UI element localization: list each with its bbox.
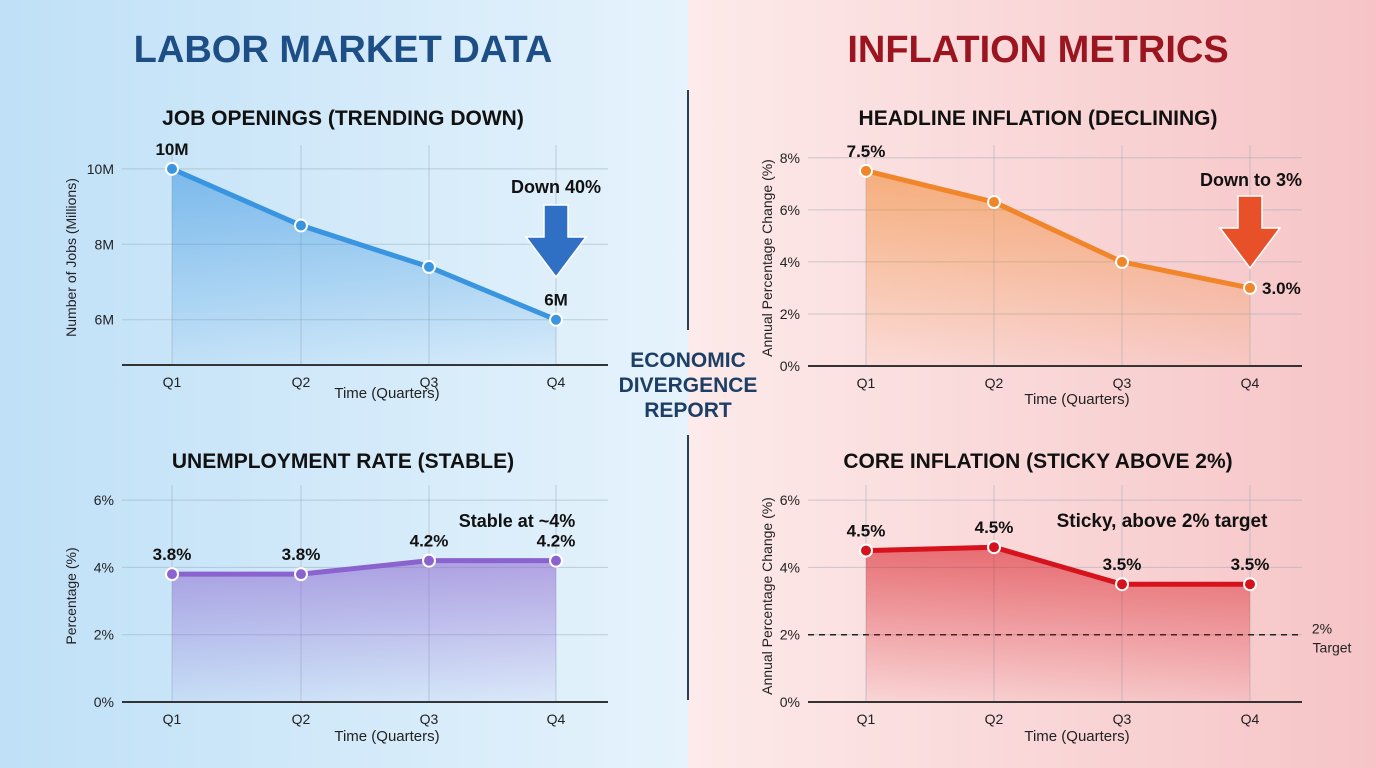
x-axis-label: Time (Quarters) [1024, 728, 1129, 745]
y-axis-label: Percentage (%) [63, 547, 79, 644]
chart-4: CORE INFLATION (STICKY ABOVE 2%) 0% 2% 4% 6%… [759, 450, 1352, 745]
x-tick-label: Q4 [547, 374, 566, 390]
chart-3: HEADLINE INFLATION (DECLINING) 0% 2% 4% 6% 8%… [759, 107, 1302, 408]
data-point [1243, 280, 1257, 295]
series-area [172, 560, 556, 702]
x-tick-label: Q1 [163, 374, 182, 390]
left-heading: LABOR MARKET DATA [134, 29, 553, 71]
x-tick-label: Q1 [857, 375, 876, 391]
x-tick-label: Q2 [985, 711, 1004, 727]
data-label: 10M [155, 140, 188, 159]
series-line [865, 168, 1251, 291]
x-axis-label: Time (Quarters) [334, 728, 439, 745]
series-area [866, 170, 1250, 366]
x-tick-label: Q1 [163, 711, 182, 727]
down-arrow-icon [1218, 195, 1282, 270]
data-point [859, 543, 873, 558]
annotation-text: Down 40% [511, 177, 601, 197]
y-tick-label: 6M [95, 312, 114, 328]
down-arrow-icon [524, 204, 588, 279]
chart-title: UNEMPLOYMENT RATE (STABLE) [172, 450, 514, 473]
data-label: 3.5% [1103, 555, 1142, 574]
y-axis-label: Number of Jobs (Millions) [63, 178, 79, 337]
data-label: 4.5% [975, 518, 1014, 537]
chart-title: JOB OPENINGS (TRENDING DOWN) [162, 107, 524, 130]
y-axis-label: Annual Percentage Change (%) [759, 497, 775, 695]
chart-title: CORE INFLATION (STICKY ABOVE 2%) [843, 450, 1232, 473]
data-point [294, 218, 308, 233]
data-label: 4.2% [537, 532, 576, 551]
y-tick-label: 4% [780, 559, 800, 575]
x-tick-label: Q2 [292, 374, 311, 390]
series-line [865, 544, 1250, 587]
x-tick-label: Q4 [1241, 711, 1260, 727]
data-point [987, 195, 1001, 210]
x-axis-label: Time (Quarters) [334, 385, 439, 402]
y-tick-label: 4% [94, 559, 114, 575]
data-point [549, 312, 563, 327]
data-point [422, 259, 436, 274]
center-title-line-3: REPORT [644, 399, 732, 422]
y-tick-label: 6% [780, 202, 800, 218]
x-tick-label: Q4 [1241, 375, 1260, 391]
y-tick-label: 0% [94, 694, 114, 710]
y-tick-label: 2% [94, 627, 114, 643]
x-tick-label: Q3 [420, 374, 439, 390]
data-label: 7.5% [847, 142, 886, 161]
data-label: 3.0% [1262, 279, 1301, 298]
series-line [170, 166, 557, 323]
reference-line-label: Target [1313, 640, 1352, 656]
data-label: 4.2% [410, 532, 449, 551]
data-point [294, 567, 308, 582]
data-label: 4.5% [847, 522, 886, 541]
y-tick-label: 8M [95, 236, 114, 252]
data-point [987, 540, 1001, 555]
x-tick-label: Q2 [985, 375, 1004, 391]
data-point [165, 567, 179, 582]
center-title-line-2: DIVERGENCE [619, 374, 758, 397]
x-axis-label: Time (Quarters) [1024, 391, 1129, 408]
y-tick-label: 10M [87, 161, 114, 177]
annotation-text: Down to 3% [1200, 170, 1302, 190]
x-tick-label: Q3 [1113, 375, 1132, 391]
x-tick-label: Q2 [292, 711, 311, 727]
chart-2: UNEMPLOYMENT RATE (STABLE) 0% 2% 4% 6% Q1 Q2 Q3… [63, 450, 608, 745]
x-tick-label: Q3 [1113, 711, 1132, 727]
data-label: 6M [544, 291, 568, 310]
annotation-text: Sticky, above 2% target [1057, 511, 1269, 532]
data-label: 3.8% [282, 545, 321, 564]
y-axis-label: Annual Percentage Change (%) [759, 159, 775, 357]
data-point [1243, 577, 1257, 592]
data-label: 3.5% [1231, 555, 1270, 574]
x-tick-label: Q3 [420, 711, 439, 727]
center-title-line-1: ECONOMIC [630, 349, 746, 372]
data-point [549, 553, 563, 568]
y-tick-label: 6% [94, 492, 114, 508]
y-tick-label: 2% [780, 306, 800, 322]
data-point [859, 163, 873, 178]
annotation-text: Stable at ~4% [459, 511, 576, 531]
data-point [1115, 577, 1129, 592]
y-tick-label: 4% [780, 254, 800, 270]
data-point [422, 553, 436, 568]
series-line [172, 558, 556, 577]
right-heading: INFLATION METRICS [847, 29, 1228, 71]
y-tick-label: 2% [780, 627, 800, 643]
x-tick-label: Q4 [547, 711, 566, 727]
series-area [172, 168, 556, 365]
y-tick-label: 8% [780, 150, 800, 166]
data-point [165, 161, 179, 176]
data-point [1115, 254, 1129, 269]
x-tick-label: Q1 [857, 711, 876, 727]
chart-title: HEADLINE INFLATION (DECLINING) [859, 107, 1218, 130]
y-tick-label: 0% [780, 358, 800, 374]
y-tick-label: 0% [780, 694, 800, 710]
chart-1: JOB OPENINGS (TRENDING DOWN) 6M 8M 10M Q1 Q2 Q… [63, 107, 608, 402]
reference-line-label: 2% [1312, 621, 1332, 637]
y-tick-label: 6% [780, 492, 800, 508]
data-label: 3.8% [153, 545, 192, 564]
